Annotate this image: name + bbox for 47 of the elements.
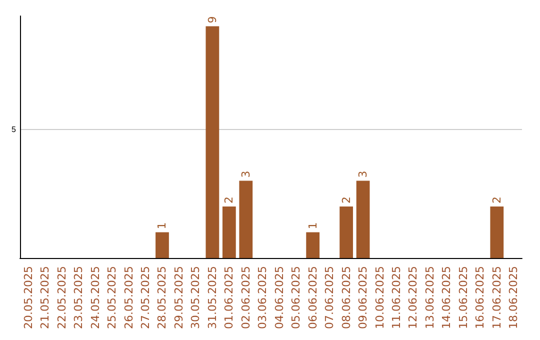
x-tick-label: 29.05.2025 [172, 266, 186, 330]
x-tick-label: 01.06.2025 [222, 266, 236, 330]
x-tick-label: 03.06.2025 [256, 266, 270, 330]
data-label: 2 [222, 196, 236, 204]
data-label: 1 [156, 222, 169, 230]
bar [340, 206, 353, 258]
bar [156, 232, 169, 258]
bar [306, 232, 320, 258]
x-tick-label: 27.05.2025 [139, 266, 152, 330]
bar [206, 26, 220, 258]
data-label: 2 [340, 196, 353, 204]
x-tick-label: 09.06.2025 [356, 266, 370, 330]
x-tick-label: 05.06.2025 [290, 266, 303, 330]
data-label: 3 [239, 170, 252, 178]
data-label: 1 [306, 222, 320, 230]
data-label: 9 [206, 16, 219, 24]
x-tick-label: 02.06.2025 [239, 266, 252, 330]
x-tick-label: 22.05.2025 [55, 266, 68, 330]
x-tick-label: 20.05.2025 [22, 266, 35, 330]
x-tick-label: 25.05.2025 [106, 266, 119, 330]
x-tick-label: 30.05.2025 [189, 266, 202, 330]
x-tick-label: 13.06.2025 [423, 266, 436, 330]
bar [356, 180, 370, 258]
x-tick-label: 28.05.2025 [156, 266, 169, 330]
bar [239, 180, 253, 258]
x-tick-label: 08.06.2025 [340, 266, 353, 330]
data-label: 2 [490, 196, 504, 204]
x-tick-label: 07.06.2025 [323, 266, 336, 330]
x-tick-label: 26.05.2025 [122, 266, 136, 330]
x-tick-label: 12.06.2025 [406, 266, 420, 330]
x-tick-label: 15.06.2025 [456, 266, 470, 330]
x-tick-label: 10.06.2025 [373, 266, 386, 330]
y-tick-label: 5 [12, 124, 17, 134]
x-tick-label: 31.05.2025 [206, 266, 219, 330]
bar [222, 206, 236, 258]
x-tick-label: 21.05.2025 [38, 266, 52, 330]
x-tick-label: 14.06.2025 [440, 266, 454, 330]
x-tick-label: 11.06.2025 [390, 266, 403, 330]
x-tick-label: 24.05.2025 [88, 266, 102, 330]
x-tick-label: 23.05.2025 [72, 266, 86, 330]
bar [490, 206, 504, 258]
x-tick-label: 18.06.2025 [507, 266, 520, 330]
x-tick-label: 17.06.2025 [490, 266, 504, 330]
x-tick-label: 16.06.2025 [474, 266, 487, 330]
data-label: 3 [356, 170, 370, 178]
x-tick-label: 06.06.2025 [306, 266, 320, 330]
x-tick-label: 04.06.2025 [272, 266, 286, 330]
